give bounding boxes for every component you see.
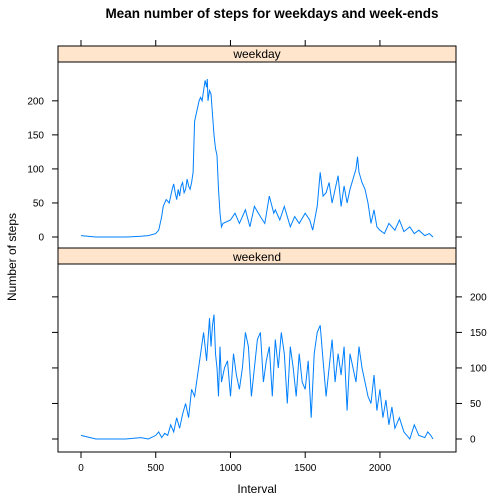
weekday-y-tick-label-2: 100 bbox=[27, 164, 44, 175]
x-tick-label-3: 1500 bbox=[294, 463, 317, 474]
weekend-y-tick-label-2: 100 bbox=[470, 363, 487, 374]
weekday-y-tick-label-3: 150 bbox=[27, 130, 44, 141]
x-tick-label-1: 500 bbox=[147, 463, 164, 474]
weekday-y-tick-label-1: 50 bbox=[33, 198, 45, 209]
weekend-y-tick-label-4: 200 bbox=[470, 292, 487, 303]
weekend-y-tick-label-1: 50 bbox=[470, 399, 482, 410]
y-axis-label: Number of steps bbox=[5, 213, 19, 301]
weekday-y-tick-label-0: 0 bbox=[38, 233, 44, 244]
strip-label-weekday: weekday bbox=[232, 47, 280, 61]
series-line-weekday bbox=[80, 78, 434, 238]
y-axis-left: 0 50 100 150 200 bbox=[27, 96, 462, 244]
series-line-weekend bbox=[80, 314, 434, 441]
x-axis-label: Interval bbox=[237, 482, 276, 496]
panel-weekend: weekend 0 50 100 150 200 bbox=[52, 247, 487, 453]
strip-label-weekend: weekend bbox=[232, 250, 281, 264]
x-axis: 0 500 1000 1500 2000 bbox=[78, 40, 391, 474]
chart-title: Mean number of steps for weekdays and we… bbox=[105, 6, 438, 21]
weekend-y-tick-label-3: 150 bbox=[470, 328, 487, 339]
weekday-y-tick-label-4: 200 bbox=[27, 96, 44, 107]
strip-weekend bbox=[57, 247, 457, 265]
panel-weekday: weekday 0 50 100 150 200 bbox=[27, 45, 462, 249]
x-tick-label-2: 1000 bbox=[219, 463, 242, 474]
weekend-y-tick-label-0: 0 bbox=[470, 435, 476, 446]
x-tick-label-0: 0 bbox=[78, 463, 84, 474]
strip-weekday bbox=[57, 45, 457, 63]
panel-weekday-frame bbox=[57, 61, 457, 249]
x-tick-label-4: 2000 bbox=[369, 463, 392, 474]
y-axis-right: 0 50 100 150 200 bbox=[52, 292, 487, 446]
